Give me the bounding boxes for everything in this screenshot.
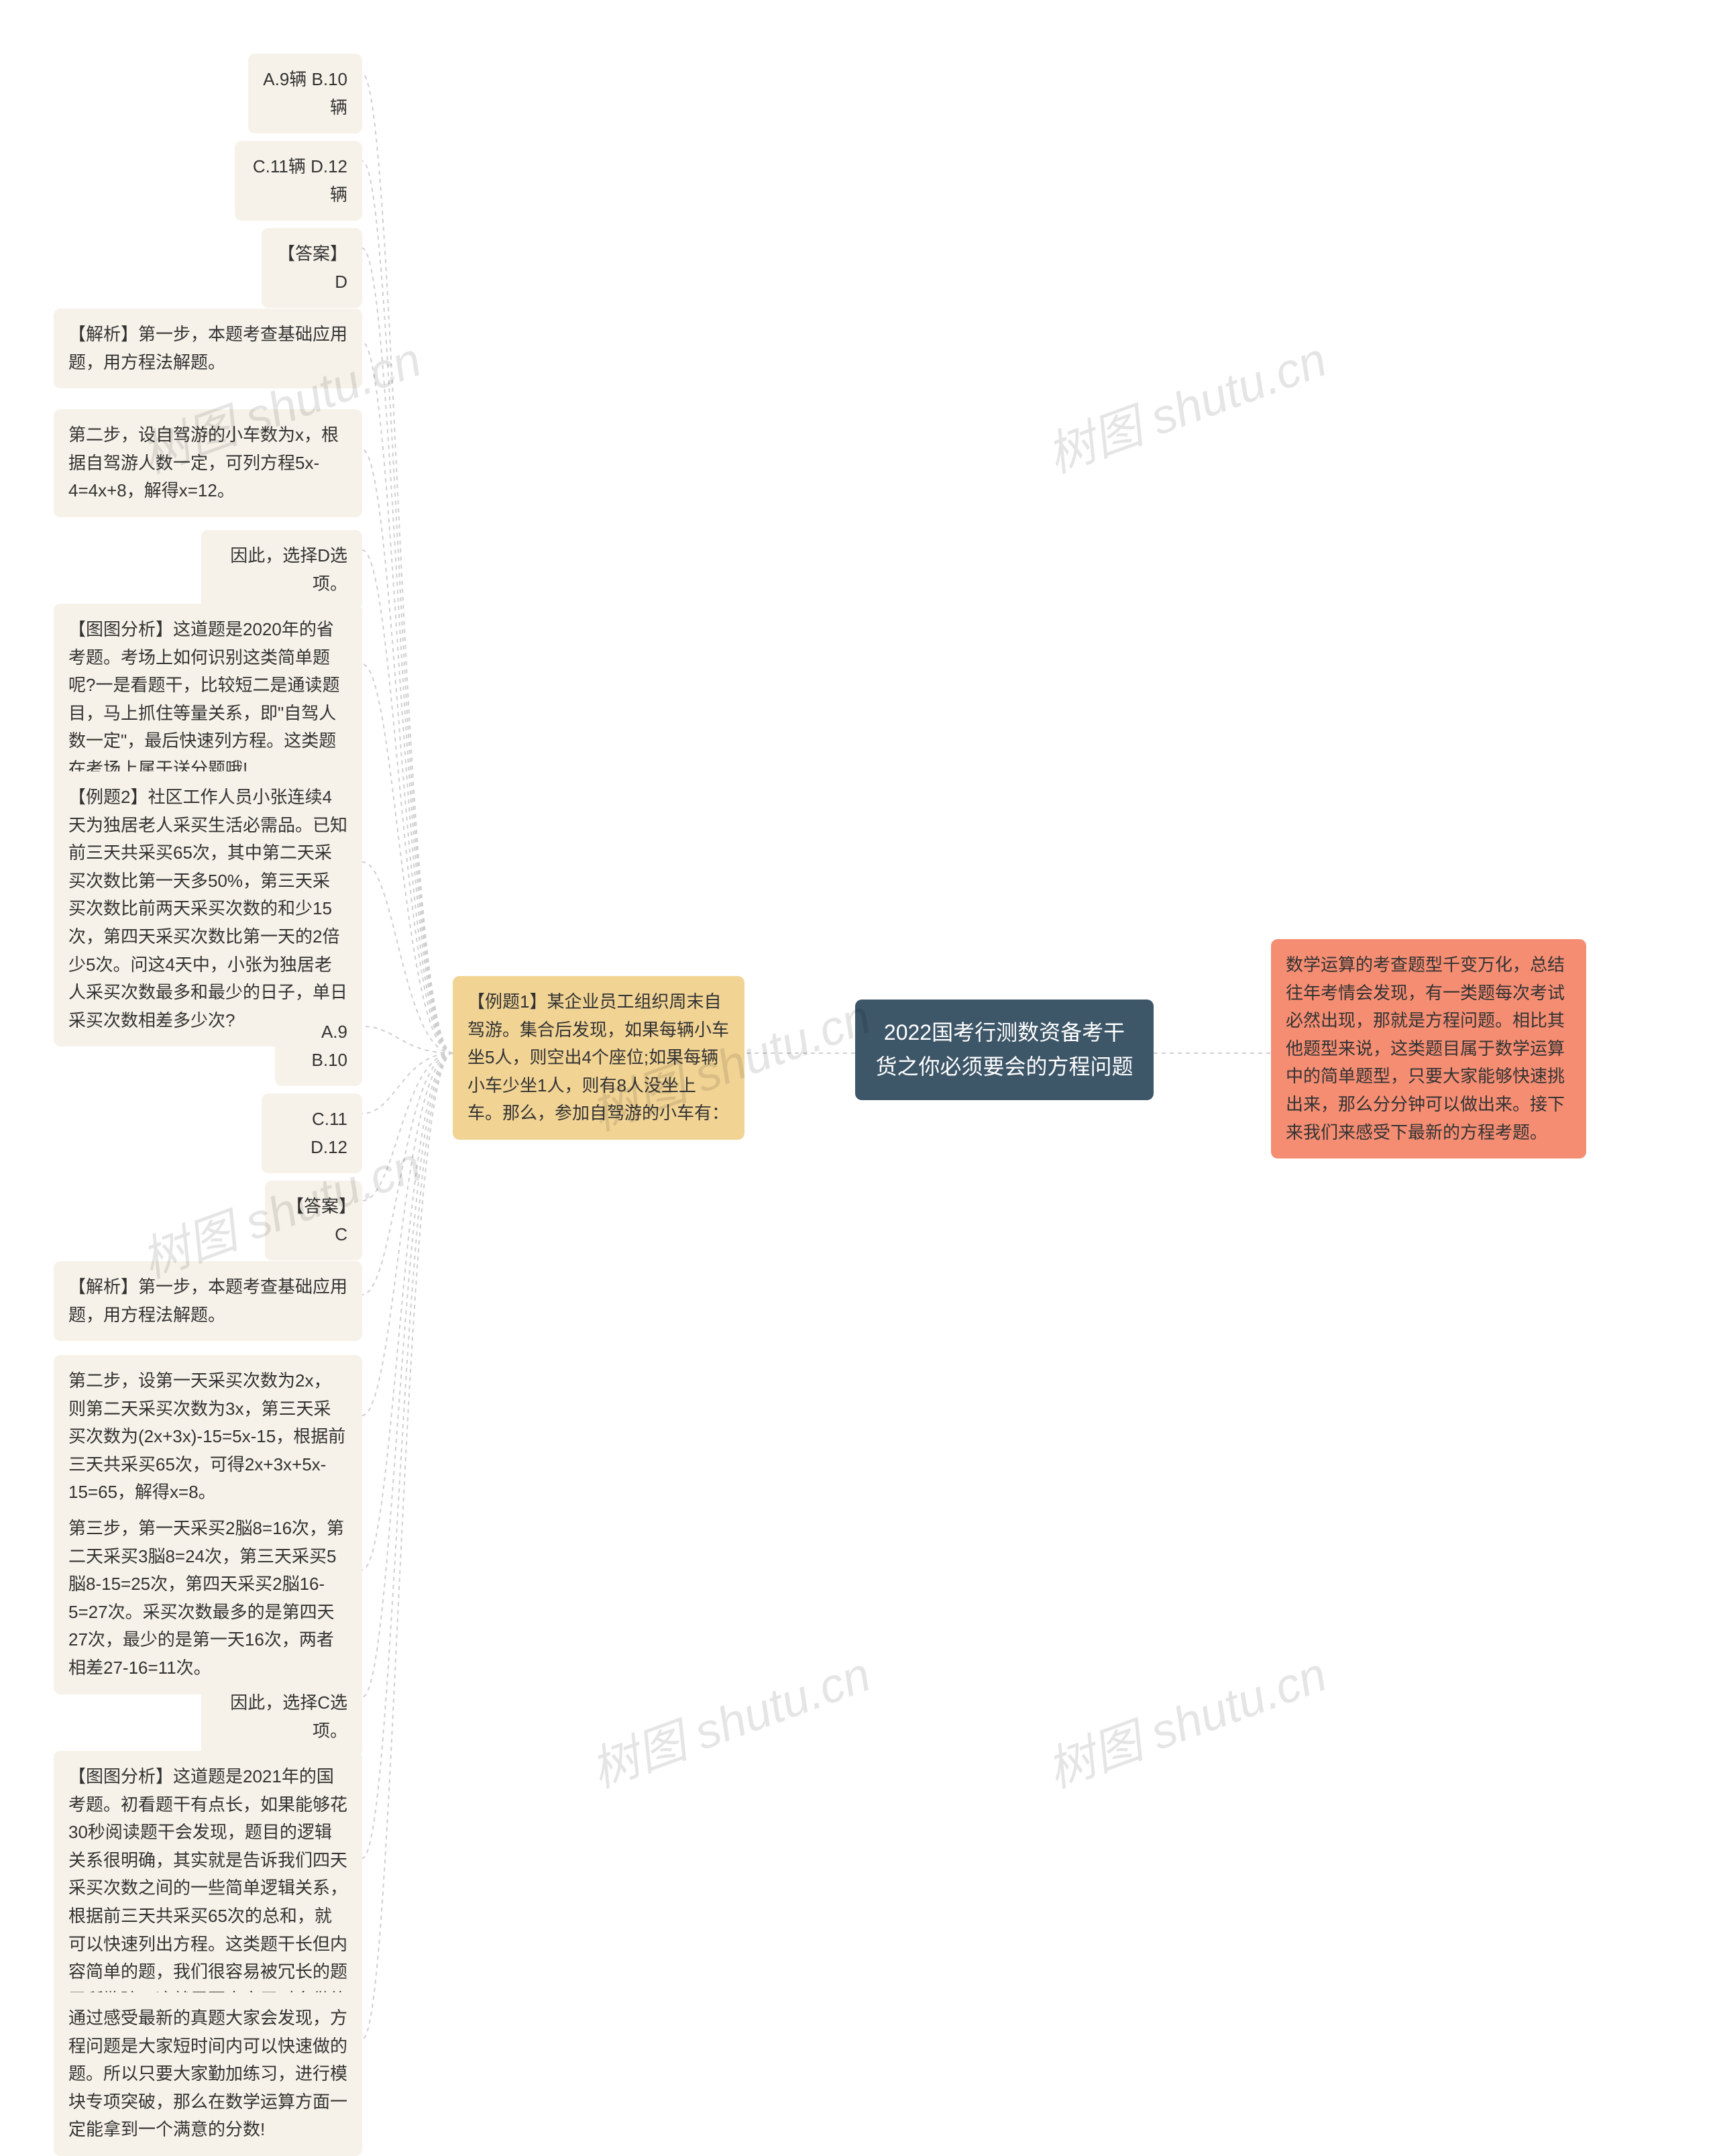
leaf-node: 【答案】D (262, 228, 362, 308)
leaf-node: C.11辆 D.12辆 (235, 141, 362, 221)
leaf-node: 【图图分析】这道题是2020年的省考题。考场上如何识别这类简单题呢?一是看题干，… (54, 604, 362, 796)
watermark: 树图 shutu.cn (579, 1635, 879, 1801)
leaf-node: 【解析】第一步，本题考查基础应用题，用方程法解题。 (54, 309, 362, 388)
intro-node: 数学运算的考查题型千变万化，总结往年考情会发现，有一类题每次考试必然出现，那就是… (1271, 939, 1586, 1158)
example1-node: 【例题1】某企业员工组织周末自驾游。集合后发现，如果每辆小车坐5人，则空出4个座… (453, 976, 744, 1140)
leaf-node: 【解析】第一步，本题考查基础应用题，用方程法解题。 (54, 1261, 362, 1341)
leaf-node: 因此，选择C选项。 (201, 1677, 362, 1757)
leaf-node: 第三步，第一天采买2脳8=16次，第二天采买3脳8=24次，第三天采买5脳8-1… (54, 1503, 362, 1694)
leaf-node: 第二步，设自驾游的小车数为x，根据自驾游人数一定，可列方程5x-4=4x+8，解… (54, 409, 362, 517)
watermark: 树图 shutu.cn (1036, 320, 1335, 486)
leaf-node: 【例题2】社区工作人员小张连续4天为独居老人采买生活必需品。已知前三天共采买65… (54, 771, 362, 1046)
leaf-node: 【答案】C (265, 1181, 362, 1260)
leaf-node: A.9辆 B.10辆 (248, 54, 362, 133)
leaf-node: A.9 B.10 (275, 1006, 362, 1086)
leaf-node: 通过感受最新的真题大家会发现，方程问题是大家短时间内可以快速做的题。所以只要大家… (54, 1992, 362, 2156)
leaf-node: 第二步，设第一天采买次数为2x，则第二天采买次数为3x，第三天采买次数为(2x+… (54, 1355, 362, 1519)
root-node: 2022国考行测数资备考干货之你必须要会的方程问题 (855, 1000, 1154, 1100)
leaf-node: C.11 D.12 (262, 1093, 362, 1173)
leaf-node: 因此，选择D选项。 (201, 530, 362, 610)
watermark: 树图 shutu.cn (1036, 1635, 1335, 1801)
